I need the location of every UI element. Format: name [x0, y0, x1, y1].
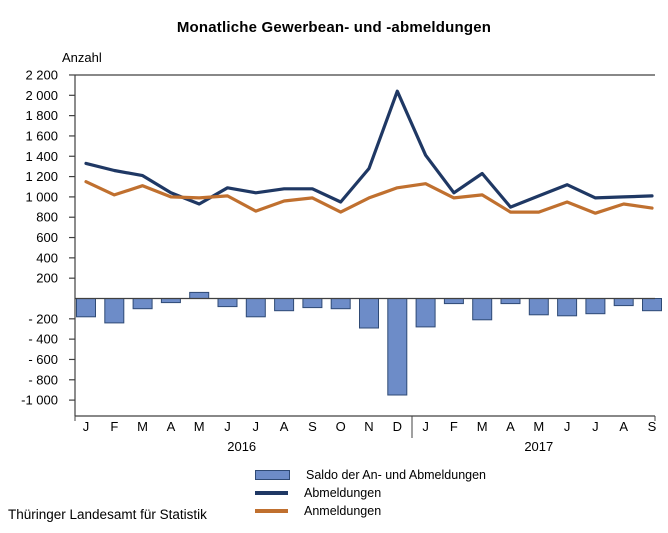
y-tick-label: - 200 [28, 311, 58, 326]
saldo-bar [274, 298, 295, 312]
saldo-bar [613, 298, 634, 307]
saldo-bar [642, 298, 662, 312]
abmeldungen-line [84, 89, 654, 209]
month-label: N [364, 419, 373, 434]
month-label: A [506, 419, 515, 434]
month-label: D [393, 419, 402, 434]
month-label: M [477, 419, 488, 434]
year-label: 2017 [524, 439, 553, 454]
saldo-bar [415, 298, 436, 328]
y-tick-label: 1 800 [25, 108, 58, 123]
month-label: O [336, 419, 346, 434]
anmeldungen-line [84, 180, 654, 215]
month-label: J [592, 419, 599, 434]
month-label: F [110, 419, 118, 434]
legend-item-saldo: Saldo der An- und Abmeldungen [255, 466, 486, 484]
month-label: F [450, 419, 458, 434]
saldo-bar [245, 298, 266, 318]
month-label: J [422, 419, 429, 434]
saldo-bar [217, 298, 238, 308]
legend-item-abmeldungen: Abmeldungen [255, 484, 486, 502]
y-axis-unit-label: Anzahl [62, 50, 102, 65]
y-tick-label: -1 000 [21, 393, 58, 408]
month-label: S [648, 419, 657, 434]
month-label: J [83, 419, 90, 434]
anmeldungen-line-swatch-icon [255, 509, 288, 513]
saldo-bar [585, 298, 606, 315]
y-tick-label: - 400 [28, 332, 58, 347]
y-tick-label: - 600 [28, 352, 58, 367]
month-label: M [533, 419, 544, 434]
abmeldungen-line-swatch-icon [255, 491, 288, 495]
saldo-bar [330, 298, 351, 310]
legend-label-anmeldungen: Anmeldungen [304, 504, 382, 518]
y-tick-label: 200 [36, 271, 58, 286]
month-label: A [167, 419, 176, 434]
y-tick-label: 2 000 [25, 88, 58, 103]
month-label: M [137, 419, 148, 434]
legend-label-abmeldungen: Abmeldungen [304, 486, 382, 500]
saldo-bar [302, 298, 323, 309]
y-tick-label: 600 [36, 230, 58, 245]
month-label: M [194, 419, 205, 434]
saldo-bar [104, 298, 125, 324]
y-tick-label: 1 200 [25, 169, 58, 184]
chart-title: Monatliche Gewerbean- und -abmeldungen [176, 19, 492, 36]
y-tick-label: 800 [36, 210, 58, 225]
saldo-bar [557, 298, 578, 317]
source-attribution: Thüringer Landesamt für Statistik [8, 507, 207, 522]
month-label: A [619, 419, 628, 434]
legend-label-saldo: Saldo der An- und Abmeldungen [306, 468, 486, 482]
chart-legend: Saldo der An- und Abmeldungen Abmeldunge… [255, 466, 486, 520]
legend-item-anmeldungen: Anmeldungen [255, 502, 486, 520]
y-tick-label: 2 200 [25, 68, 58, 83]
month-label: J [224, 419, 231, 434]
y-tick-label: 400 [36, 250, 58, 265]
y-tick-label: 1 400 [25, 149, 58, 164]
year-label: 2016 [227, 439, 256, 454]
saldo-bar-swatch-icon [255, 470, 290, 480]
month-label: J [564, 419, 571, 434]
y-tick-label: - 800 [28, 372, 58, 387]
saldo-bar [160, 298, 181, 304]
saldo-bar [132, 298, 153, 310]
y-tick-label: 1 000 [25, 189, 58, 204]
saldo-bar [500, 298, 521, 305]
saldo-bar [76, 298, 96, 318]
y-tick-label: 1 600 [25, 128, 58, 143]
saldo-bar [387, 298, 408, 396]
saldo-bar [528, 298, 549, 316]
month-label: J [253, 419, 260, 434]
saldo-bar [472, 298, 493, 321]
month-label: A [280, 419, 289, 434]
saldo-bar [189, 291, 210, 299]
month-label: S [308, 419, 317, 434]
saldo-bar [443, 298, 464, 305]
saldo-bar [359, 298, 379, 329]
